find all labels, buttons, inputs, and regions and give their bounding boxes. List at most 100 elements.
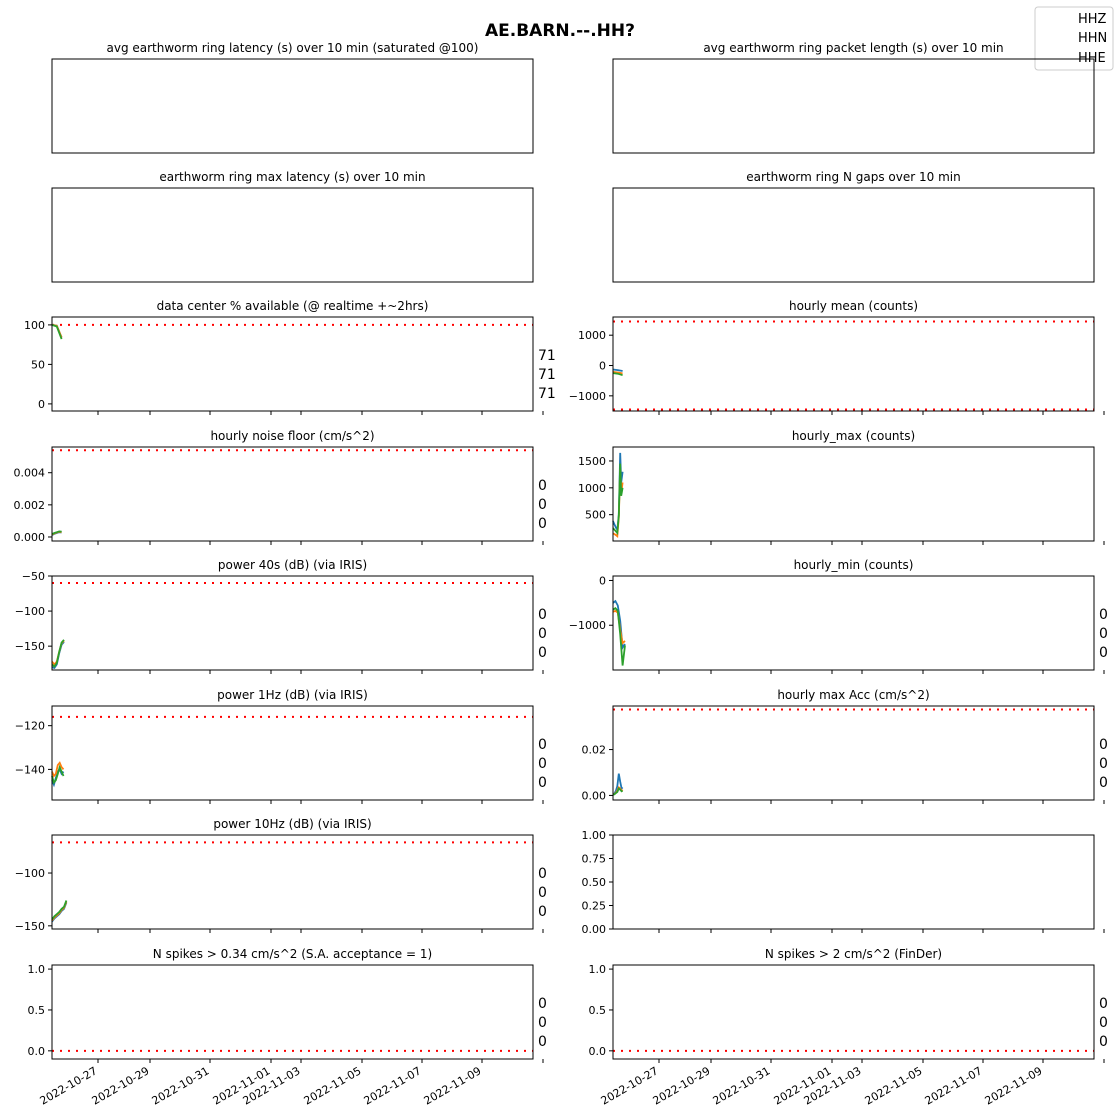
y-tick-label: 0.25	[582, 900, 607, 913]
axes-frame	[612, 964, 1095, 1060]
value-badge: 0	[538, 516, 547, 532]
series-line-hhe	[612, 787, 624, 796]
series-line-hhe	[51, 639, 65, 668]
value-badge: 71	[538, 348, 556, 364]
value-badge: 71	[538, 386, 556, 402]
x-tick-label: 2022-10-31	[150, 1064, 212, 1107]
y-tick-label: 1.00	[582, 829, 607, 842]
value-badge: 0	[538, 645, 547, 661]
y-tick-label: −140	[15, 763, 45, 776]
axes-frame	[51, 575, 534, 671]
x-tick-label: 2022-10-29	[651, 1064, 713, 1107]
value-badge: 0	[538, 885, 547, 901]
panel-title: hourly noise floor (cm/s^2)	[210, 429, 374, 443]
value-badge: 0	[538, 478, 547, 494]
y-tick-label: −150	[15, 640, 45, 653]
panel-title: power 40s (dB) (via IRIS)	[218, 558, 367, 572]
series-line-hhz	[612, 599, 626, 651]
panel-empty-panel: 1.00 0.75 0.50 0.25 0.00	[582, 829, 1105, 936]
panel-title: N spikes > 0.34 cm/s^2 (S.A. acceptance …	[153, 947, 432, 961]
value-badge: 0	[538, 1034, 547, 1050]
y-tick-label: 0.002	[14, 499, 46, 512]
value-badge: 0	[1099, 607, 1108, 623]
axes-frame	[612, 575, 1095, 671]
y-tick-label: −120	[15, 720, 45, 733]
y-tick-label: 1.0	[28, 963, 46, 976]
x-tick-label: 2022-10-27	[38, 1064, 100, 1107]
axes-frame	[51, 446, 534, 542]
panel-title: data center % available (@ realtime +~2h…	[157, 299, 429, 313]
y-tick-label: 50	[31, 358, 45, 371]
panel-spikes-sa: N spikes > 0.34 cm/s^2 (S.A. acceptance …	[28, 947, 547, 1108]
panel-hourly-max-acc: hourly max Acc (cm/s^2) 0.02 0.00 0 0 0	[582, 688, 1108, 804]
series-line-hhe	[612, 463, 624, 536]
x-tick-label: 2022-11-07	[362, 1064, 424, 1107]
y-tick-label: −50	[22, 570, 45, 583]
axes-frame	[51, 964, 534, 1060]
value-badge: 0	[1099, 737, 1108, 753]
value-badge: 0	[1099, 996, 1108, 1012]
panel-title: hourly_min (counts)	[794, 558, 914, 572]
y-tick-label: −100	[15, 605, 45, 618]
panel-power-1hz: power 1Hz (dB) (via IRIS) −120 −140 0 0 0	[15, 688, 547, 804]
y-tick-label: 500	[585, 509, 606, 522]
panel-title: hourly_max (counts)	[792, 429, 915, 443]
series-line-hhz	[612, 368, 623, 372]
y-tick-label: 0.02	[582, 744, 607, 757]
series-line-hhe	[612, 372, 623, 377]
y-tick-label: −100	[15, 867, 45, 880]
value-badge: 0	[1099, 626, 1108, 642]
panel-title: avg earthworm ring latency (s) over 10 m…	[107, 41, 479, 55]
value-badge: 0	[1099, 1015, 1108, 1031]
series-line-hhe	[51, 324, 63, 340]
y-tick-label: 1000	[578, 329, 606, 342]
series-line-hhn	[612, 371, 623, 375]
panel-data-available: data center % available (@ realtime +~2h…	[24, 299, 556, 415]
axes-frame	[51, 834, 534, 930]
value-badge: 0	[538, 866, 547, 882]
y-tick-label: −150	[15, 920, 45, 933]
x-tick-label: 2022-11-07	[923, 1064, 985, 1107]
legend-entry-hhn: HHN	[1078, 31, 1107, 46]
y-tick-label: 0	[599, 360, 606, 373]
y-tick-label: 0.0	[28, 1045, 46, 1058]
panel-spikes-finder: N spikes > 2 cm/s^2 (FinDer) 1.0 0.5 0.0 0 0 0…	[589, 947, 1108, 1108]
value-badge: 0	[538, 1015, 547, 1031]
y-tick-label: 1.0	[589, 963, 607, 976]
y-tick-label: 0.000	[14, 531, 46, 544]
value-badge: 0	[1099, 775, 1108, 791]
y-tick-label: 0	[599, 574, 606, 587]
panel-hourly-min: hourly_min (counts) 0 −1000 0 0 0	[569, 558, 1108, 674]
x-tick-label: 2022-11-09	[422, 1064, 484, 1107]
figure-title: AE.BARN.--.HH?	[485, 21, 635, 41]
y-tick-label: 100	[24, 319, 45, 332]
axes-frame	[51, 705, 534, 801]
panel-avg-packet-length: avg earthworm ring packet length (s) ove…	[612, 41, 1095, 154]
axes-frame	[612, 187, 1095, 283]
panel-noise-floor: hourly noise floor (cm/s^2) 0.004 0.002 0.0…	[14, 429, 547, 545]
series-line-hhe	[51, 530, 62, 535]
x-tick-label: 2022-11-05	[863, 1064, 925, 1107]
panel-n-gaps: earthworm ring N gaps over 10 min	[612, 170, 1095, 283]
y-tick-label: 0.75	[582, 853, 607, 866]
axes-frame	[612, 705, 1095, 801]
axes-frame	[612, 834, 1095, 930]
panel-title: earthworm ring N gaps over 10 min	[746, 170, 960, 184]
series-line-hhe	[612, 607, 626, 666]
y-tick-label: 0.00	[582, 789, 607, 802]
panel-title: power 1Hz (dB) (via IRIS)	[217, 688, 368, 702]
value-badge: 0	[538, 996, 547, 1012]
panel-max-latency: earthworm ring max latency (s) over 10 m…	[51, 170, 534, 283]
axes-frame	[51, 187, 534, 283]
value-badge: 0	[538, 737, 547, 753]
value-badge: 0	[538, 626, 547, 642]
legend-box	[1034, 6, 1114, 71]
series-line-hhe	[51, 900, 68, 921]
y-tick-label: −1000	[569, 619, 606, 632]
y-tick-label: 0.00	[582, 923, 607, 936]
y-tick-label: 0.5	[589, 1004, 607, 1017]
panel-hourly-max: hourly_max (counts) 1500 1000 500	[578, 429, 1105, 545]
panel-power-10hz: power 10Hz (dB) (via IRIS) −100 −150 0 0 0	[15, 817, 547, 933]
panel-power-40s: power 40s (dB) (via IRIS) −50 −100 −150 0 0 0	[15, 558, 547, 674]
